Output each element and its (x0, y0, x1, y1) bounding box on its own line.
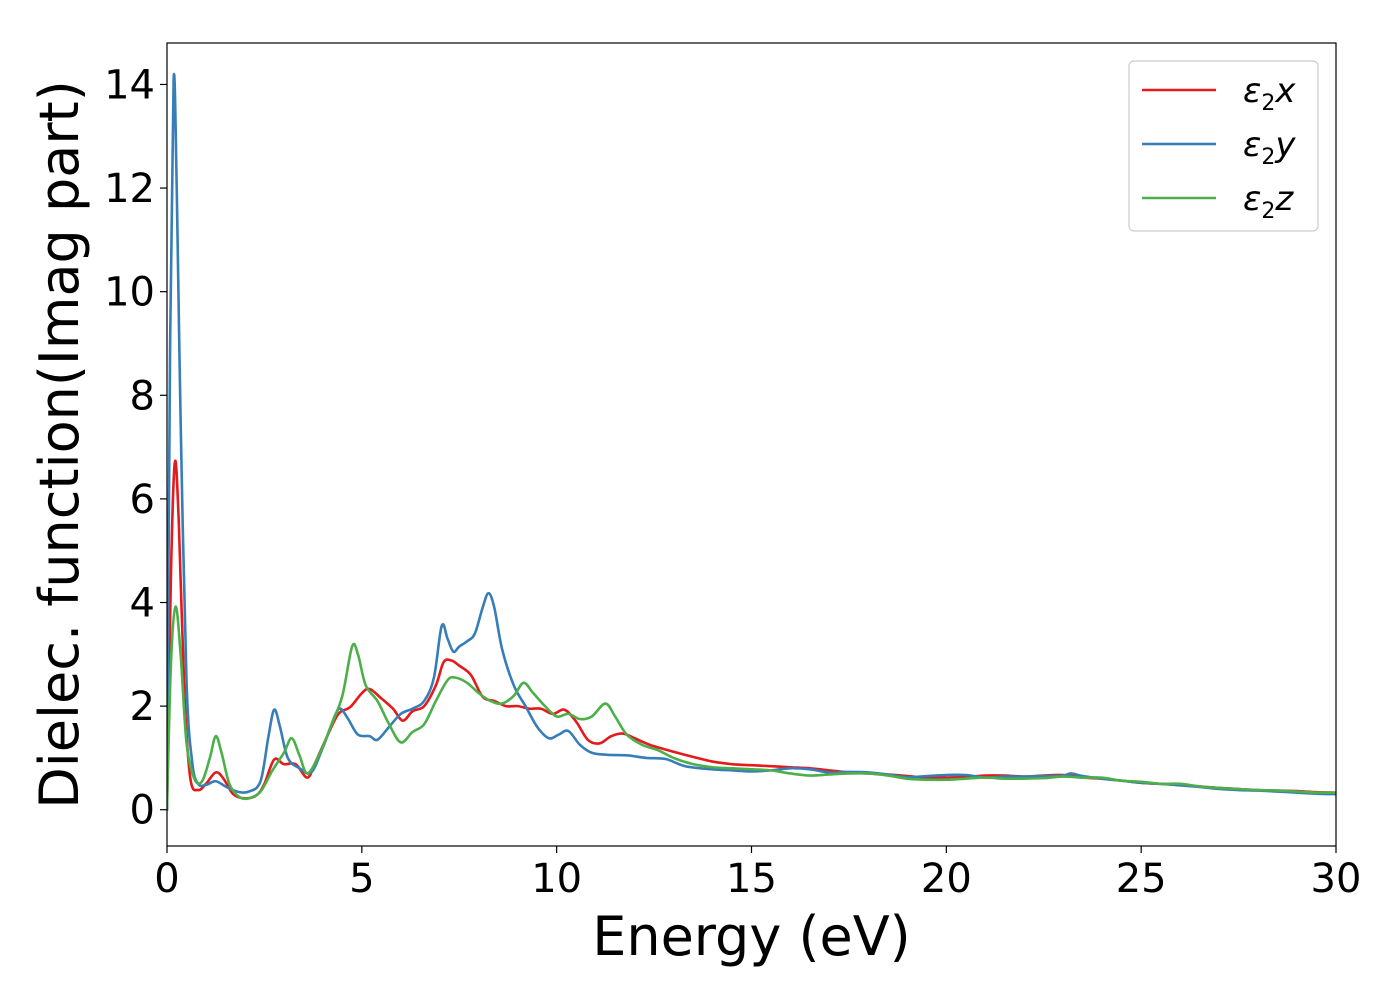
x-tick-label: 10 (531, 856, 582, 902)
x-tick-label: 15 (726, 856, 777, 902)
tick-labels: 0 5 10 15 20 25 30 0 2 4 6 8 10 12 14 (104, 62, 1361, 902)
y-tick-label: 4 (130, 581, 155, 627)
y-tick-label: 6 (130, 477, 155, 523)
y-tick-label: 2 (130, 684, 155, 730)
x-tick-label: 5 (349, 856, 374, 902)
x-tick-label: 25 (1116, 856, 1167, 902)
y-tick-label: 10 (104, 270, 155, 316)
axes (160, 42, 1337, 853)
y-tick-label: 8 (130, 373, 155, 419)
x-tick-label: 20 (921, 856, 972, 902)
y-tick-label: 14 (104, 62, 155, 108)
legend-box (1128, 60, 1319, 232)
y-tick-label: 0 (130, 788, 155, 834)
legend-label-y: ε2y (1243, 125, 1296, 170)
series-line-z (167, 605, 1336, 812)
legend: ε2x ε2y ε2z (1128, 60, 1319, 232)
x-axis-title: Energy (eV) (592, 905, 911, 968)
legend-label-x: ε2x (1243, 71, 1296, 116)
series-line-x (167, 459, 1336, 812)
legend-label-z: ε2z (1243, 179, 1294, 224)
y-axis-title: Dielec. function(Imag part) (28, 80, 91, 809)
y-tick-label: 12 (104, 166, 155, 212)
series-layer (167, 72, 1336, 812)
x-tick-label: 30 (1311, 856, 1362, 902)
x-tick-label: 0 (154, 856, 179, 902)
